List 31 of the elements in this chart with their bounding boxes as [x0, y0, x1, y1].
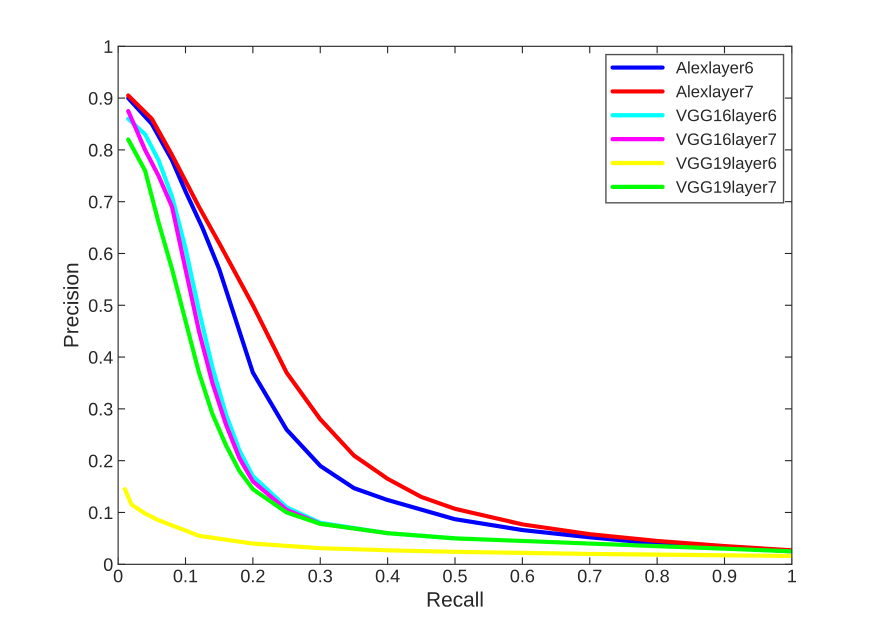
- legend-label: VGG19layer7: [676, 180, 776, 196]
- y-tick-label: 0: [104, 558, 113, 571]
- y-tick-label: 1: [104, 40, 112, 53]
- line-series: [122, 487, 792, 558]
- x-tick-label: 0.6: [510, 570, 534, 582]
- legend-label: VGG16layer7: [676, 132, 776, 148]
- y-tick-label: 0.9: [88, 92, 112, 105]
- y-tick-label: 0.2: [88, 454, 112, 468]
- x-tick-label: 0.2: [241, 570, 265, 582]
- x-tick-label: 0: [114, 570, 122, 582]
- y-tick-label: 0.7: [88, 196, 112, 208]
- legend-label: Alexlayer7: [676, 85, 753, 101]
- x-tick-label: 1: [788, 570, 796, 582]
- y-tick-label: 0.8: [88, 144, 112, 157]
- x-tick-label: 0.9: [712, 570, 736, 582]
- x-tick-label: 0.1: [174, 570, 198, 582]
- y-tick-label: 0.4: [88, 351, 113, 364]
- x-tick-label: 0.3: [308, 570, 332, 582]
- y-tick-label: 0.3: [88, 402, 112, 416]
- legend-label: VGG19layer6: [676, 156, 776, 172]
- x-tick-label: 0.4: [376, 570, 400, 582]
- y-tick-label: 0.6: [88, 247, 112, 260]
- legend-label: Alexlayer6: [676, 61, 753, 77]
- y-axis-title: Precision: [63, 264, 78, 346]
- y-tick-label: 0.5: [88, 299, 113, 312]
- legend-label: VGG16layer6: [676, 109, 776, 125]
- x-tick-label: 0.8: [645, 570, 669, 582]
- x-axis-title: Recall: [428, 592, 483, 607]
- x-tick-label: 0.5: [443, 570, 467, 582]
- y-tick-label: 0.1: [88, 506, 112, 520]
- x-tick-label: 0.7: [578, 570, 602, 582]
